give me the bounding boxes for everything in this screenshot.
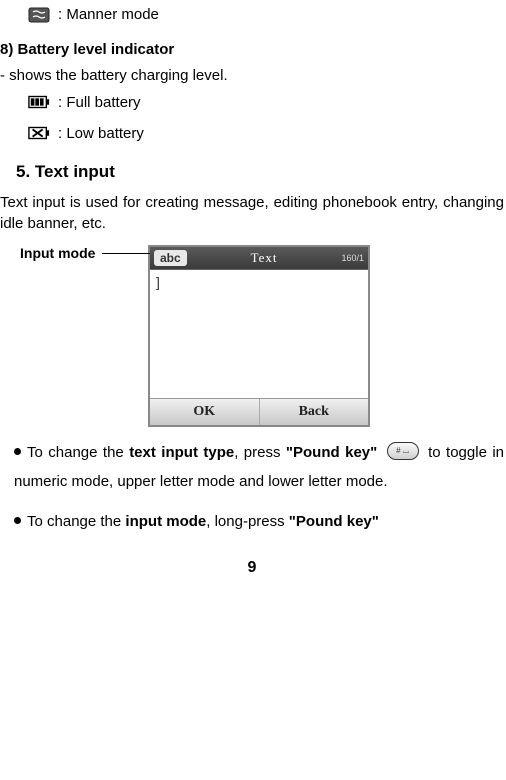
- manner-mode-label: : Manner mode: [58, 6, 159, 23]
- b2-pre: To change the: [27, 513, 125, 530]
- bullet-dot-icon: [14, 517, 21, 524]
- char-counter: 160/1: [341, 253, 364, 263]
- b1-bold1: text input type: [129, 444, 234, 461]
- page-number: 9: [0, 559, 504, 577]
- b2-bold1: input mode: [125, 513, 206, 530]
- text-entry-area: ]: [150, 270, 368, 398]
- bullet-1: To change the text input type, press "Po…: [14, 439, 504, 496]
- title-bar: abc Text 160/1: [150, 247, 368, 270]
- bullet-dot-icon: [14, 448, 21, 455]
- full-battery-icon: [28, 94, 50, 110]
- b2-bold2: "Pound key": [289, 513, 379, 530]
- screenshot-container: Input mode abc Text 160/1 ] OK Back: [0, 245, 504, 427]
- battery-desc: - shows the battery charging level.: [0, 66, 504, 86]
- softkey-back: Back: [260, 399, 369, 425]
- softkey-ok: OK: [150, 399, 259, 425]
- text-input-desc: Text input is used for creating message,…: [0, 192, 504, 236]
- b1-pre: To change the: [27, 444, 129, 461]
- text-input-heading: 5. Text input: [16, 162, 504, 182]
- b1-bold2: "Pound key": [286, 444, 377, 461]
- low-battery-label: : Low battery: [58, 125, 144, 142]
- manner-mode-icon: [28, 7, 50, 23]
- bullet-2: To change the input mode, long-press "Po…: [14, 508, 504, 537]
- b2-mid: , long-press: [206, 513, 289, 530]
- low-battery-icon: [28, 125, 50, 141]
- b1-mid: , press: [234, 444, 286, 461]
- input-mode-badge: abc: [154, 250, 187, 266]
- screen-title: Text: [187, 250, 342, 266]
- pointer-line: [102, 253, 150, 254]
- pound-key-icon: [387, 442, 419, 460]
- battery-heading: 8) Battery level indicator: [0, 41, 504, 58]
- phone-screen: abc Text 160/1 ] OK Back: [148, 245, 370, 427]
- full-battery-label: : Full battery: [58, 94, 141, 111]
- softkey-bar: OK Back: [150, 398, 368, 425]
- input-mode-caption: Input mode: [20, 245, 95, 261]
